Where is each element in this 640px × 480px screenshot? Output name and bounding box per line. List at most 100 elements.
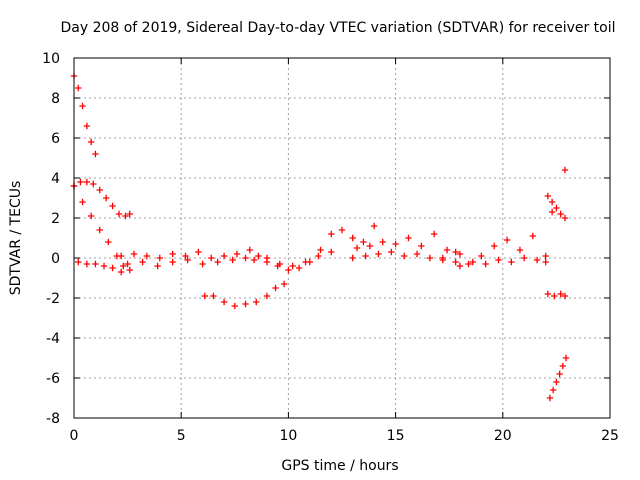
data-point xyxy=(548,208,556,216)
data-point xyxy=(360,238,367,246)
data-point xyxy=(139,258,146,266)
data-point xyxy=(521,254,528,262)
data-point xyxy=(362,252,369,260)
data-point xyxy=(557,210,564,218)
data-point xyxy=(122,212,129,220)
data-point xyxy=(105,238,112,246)
data-point xyxy=(465,260,472,268)
series-negative-dip xyxy=(201,280,288,310)
series-baseline-morning-low xyxy=(124,254,249,270)
data-point xyxy=(388,248,395,256)
data-point xyxy=(544,192,552,200)
data-point xyxy=(242,254,249,262)
data-point xyxy=(246,246,254,254)
data-point xyxy=(400,252,408,260)
y-tick-labels: -8 -6 -4 -2 0 2 4 6 8 10 xyxy=(42,51,60,427)
data-point xyxy=(83,122,91,130)
x-tick-label: 10 xyxy=(279,428,297,444)
data-point xyxy=(117,252,125,260)
x-axis-label: GPS time / hours xyxy=(281,458,398,474)
data-point xyxy=(366,242,374,250)
series-early-near-zero xyxy=(75,258,125,276)
series-midday-wave xyxy=(255,222,378,274)
data-point xyxy=(561,292,569,300)
data-point xyxy=(491,242,498,250)
data-point xyxy=(562,354,570,362)
data-point xyxy=(220,252,228,260)
series-afternoon-cluster xyxy=(353,230,464,258)
y-tick-label: -6 xyxy=(46,371,60,387)
data-point xyxy=(328,248,335,256)
data-point xyxy=(557,290,564,298)
data-point xyxy=(250,256,258,264)
data-point xyxy=(231,302,238,310)
data-point xyxy=(242,300,249,308)
data-point xyxy=(456,262,464,270)
data-point xyxy=(413,250,421,258)
x-tick-labels: 0 5 10 15 20 25 xyxy=(70,428,619,444)
series-late-deep-rise xyxy=(546,354,570,402)
grid-lines xyxy=(74,58,610,418)
data-point xyxy=(426,254,434,262)
series-baseline-morning xyxy=(117,246,254,262)
data-point xyxy=(276,260,284,268)
series-midday-low-track xyxy=(250,248,335,270)
data-point xyxy=(130,250,138,258)
data-point xyxy=(443,246,451,254)
data-point xyxy=(229,256,236,264)
series-evening-baseline xyxy=(439,232,549,268)
data-point xyxy=(109,264,116,272)
series-early-lower-descent xyxy=(70,182,133,274)
data-point xyxy=(508,258,515,266)
data-point xyxy=(546,394,554,402)
data-point xyxy=(392,240,399,248)
series-late-decline xyxy=(544,192,569,222)
series-evening-low-track xyxy=(456,254,549,270)
data-point xyxy=(495,256,502,264)
data-point xyxy=(96,186,103,194)
data-point xyxy=(199,260,206,268)
data-point xyxy=(553,204,560,212)
plot-frame xyxy=(73,57,611,419)
data-point xyxy=(533,256,541,264)
data-point xyxy=(92,150,99,158)
data-point xyxy=(452,248,459,256)
chart-title: Day 208 of 2019, Sidereal Day-to-day VTE… xyxy=(60,20,615,36)
data-point xyxy=(255,252,262,260)
data-point xyxy=(201,292,208,300)
data-point xyxy=(439,254,446,262)
data-point xyxy=(295,264,303,272)
data-point xyxy=(92,260,99,268)
data-point xyxy=(430,230,438,238)
data-point xyxy=(478,252,485,260)
data-point xyxy=(353,244,361,252)
data-point xyxy=(109,202,116,210)
data-point xyxy=(542,258,549,266)
data-point xyxy=(405,234,412,242)
data-point xyxy=(559,362,567,370)
data-point xyxy=(529,232,537,240)
x-tick-label: 5 xyxy=(177,428,186,444)
data-point xyxy=(516,246,524,254)
data-point xyxy=(220,298,228,306)
data-point xyxy=(289,262,296,270)
x-tick-label: 0 xyxy=(70,428,79,444)
data-point xyxy=(208,254,215,262)
data-point xyxy=(549,386,557,394)
data-point xyxy=(302,258,309,266)
data-point xyxy=(143,252,151,260)
data-point xyxy=(77,178,84,186)
data-point xyxy=(126,266,133,274)
data-point xyxy=(561,214,569,222)
data-point xyxy=(315,252,322,260)
data-point xyxy=(126,210,133,218)
data-point xyxy=(338,226,346,234)
data-point xyxy=(184,256,191,264)
data-point xyxy=(553,378,560,386)
data-point xyxy=(100,262,108,270)
data-point xyxy=(379,238,386,246)
x-tick-label: 15 xyxy=(387,428,405,444)
data-point xyxy=(285,266,292,274)
data-point xyxy=(102,194,110,202)
